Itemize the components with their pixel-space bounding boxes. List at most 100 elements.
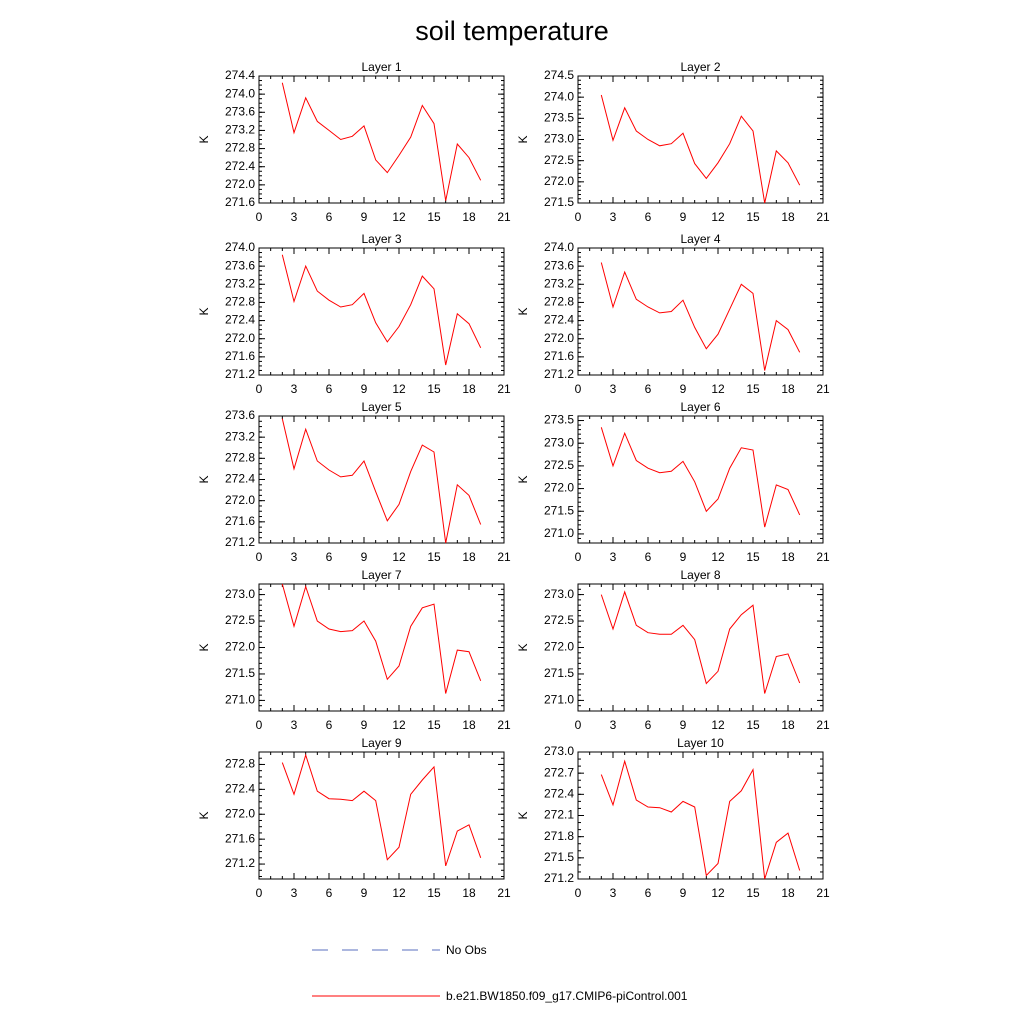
x-tick-label: 15 (746, 718, 760, 732)
y-tick-label: 273.0 (544, 435, 574, 449)
x-tick-label: 15 (427, 718, 441, 732)
x-tick-label: 18 (462, 210, 476, 224)
x-tick-label: 6 (645, 718, 652, 732)
x-tick-label: 9 (361, 550, 368, 564)
y-tick-label: 272.4 (225, 472, 255, 486)
x-tick-label: 18 (781, 210, 795, 224)
y-tick-label: 273.2 (544, 276, 574, 290)
x-tick-label: 9 (361, 886, 368, 900)
x-tick-label: 21 (497, 550, 511, 564)
panel-title: Layer 4 (680, 232, 720, 246)
plot-frame (577, 751, 824, 880)
x-tick-label: 12 (711, 382, 725, 396)
y-tick-label: 273.0 (225, 587, 255, 601)
y-tick-label: 272.4 (544, 787, 574, 801)
plot-frame (577, 247, 824, 376)
x-tick-label: 15 (427, 382, 441, 396)
x-tick-label: 6 (645, 886, 652, 900)
y-axis-label: K (516, 811, 530, 819)
x-tick-label: 15 (427, 886, 441, 900)
x-tick-label: 3 (610, 550, 617, 564)
x-tick-label: 0 (575, 550, 582, 564)
x-tick-label: 15 (427, 550, 441, 564)
y-tick-label: 271.0 (544, 693, 574, 707)
y-tick-label: 272.0 (544, 331, 574, 345)
x-tick-label: 6 (645, 382, 652, 396)
panel-layer-10: Layer 10 K 0 3 6 9 12 15 18 21 271.2 271.5 271.8 272.… (516, 736, 830, 900)
y-tick-label: 272.4 (225, 159, 255, 173)
series-line-model (600, 427, 801, 528)
x-tick-label: 9 (361, 382, 368, 396)
x-tick-label: 3 (291, 718, 298, 732)
y-tick-label: 272.0 (225, 331, 255, 345)
series-line-model (600, 759, 801, 880)
y-axis-label: K (516, 307, 530, 315)
series-line-model (600, 94, 801, 204)
y-tick-label: 273.6 (544, 258, 574, 272)
x-tick-label: 0 (256, 550, 263, 564)
plot-frame (258, 751, 505, 880)
y-tick-label: 273.0 (544, 587, 574, 601)
x-tick-label: 18 (781, 718, 795, 732)
y-axis-label: K (197, 307, 211, 315)
x-tick-label: 21 (497, 210, 511, 224)
x-tick-label: 12 (711, 718, 725, 732)
y-tick-label: 273.2 (225, 276, 255, 290)
panel-layer-6: Layer 6 K 0 3 6 9 12 15 18 21 271.0 271.5 272.0 272.5… (516, 400, 830, 564)
y-tick-label: 272.0 (225, 493, 255, 507)
y-axis-label: K (197, 643, 211, 651)
x-tick-label: 6 (326, 718, 333, 732)
y-tick-label: 271.8 (544, 829, 574, 843)
x-tick-label: 21 (497, 718, 511, 732)
x-tick-label: 6 (326, 550, 333, 564)
series-line-model (281, 254, 482, 366)
y-tick-label: 272.5 (225, 613, 255, 627)
x-tick-label: 0 (256, 382, 263, 396)
y-tick-label: 274.4 (225, 68, 255, 82)
panel-title: Layer 5 (361, 400, 401, 414)
y-tick-label: 274.0 (225, 86, 255, 100)
plot-frame (577, 75, 824, 204)
x-tick-label: 18 (462, 550, 476, 564)
y-tick-label: 272.5 (544, 458, 574, 472)
x-tick-label: 21 (816, 718, 830, 732)
x-tick-label: 6 (645, 210, 652, 224)
x-tick-label: 3 (291, 886, 298, 900)
y-tick-label: 271.2 (225, 367, 255, 381)
panel-layer-1: Layer 1 K 0 3 6 9 12 15 18 21 271.6 272.0 272.4 272.8… (197, 60, 511, 224)
panel-title: Layer 8 (680, 568, 720, 582)
panel-layer-2: Layer 2 K 0 3 6 9 12 15 18 21 271.5 272.0 272.5 273.0… (516, 60, 830, 224)
plot-frame (258, 415, 505, 544)
x-tick-label: 3 (610, 382, 617, 396)
panel-title: Layer 3 (361, 232, 401, 246)
y-tick-label: 271.0 (225, 693, 255, 707)
x-tick-label: 15 (427, 210, 441, 224)
x-tick-label: 6 (645, 550, 652, 564)
y-tick-label: 272.0 (544, 640, 574, 654)
y-tick-label: 274.0 (544, 240, 574, 254)
y-tick-label: 272.1 (544, 808, 574, 822)
x-tick-label: 15 (746, 550, 760, 564)
y-tick-label: 271.0 (544, 526, 574, 540)
panel-layer-3: Layer 3 K 0 3 6 9 12 15 18 21 271.2 271.6 272.0 272.4… (197, 232, 511, 396)
panel-title: Layer 2 (680, 60, 720, 74)
plot-frame (258, 583, 505, 712)
y-tick-label: 271.6 (225, 831, 255, 845)
y-tick-label: 271.2 (225, 535, 255, 549)
x-tick-label: 3 (291, 382, 298, 396)
plot-frame (258, 75, 505, 204)
x-tick-label: 0 (575, 382, 582, 396)
x-tick-label: 18 (781, 886, 795, 900)
series-line-model (600, 262, 801, 371)
x-tick-label: 12 (711, 210, 725, 224)
x-tick-label: 15 (746, 886, 760, 900)
series-line-model (281, 418, 482, 544)
y-tick-label: 274.5 (544, 68, 574, 82)
panel-layer-4: Layer 4 K 0 3 6 9 12 15 18 21 271.2 271.6 272.0 272.4… (516, 232, 830, 396)
x-tick-label: 9 (361, 718, 368, 732)
x-tick-label: 15 (746, 382, 760, 396)
y-tick-label: 272.0 (544, 174, 574, 188)
panel-title: Layer 7 (361, 568, 401, 582)
x-tick-label: 12 (392, 550, 406, 564)
